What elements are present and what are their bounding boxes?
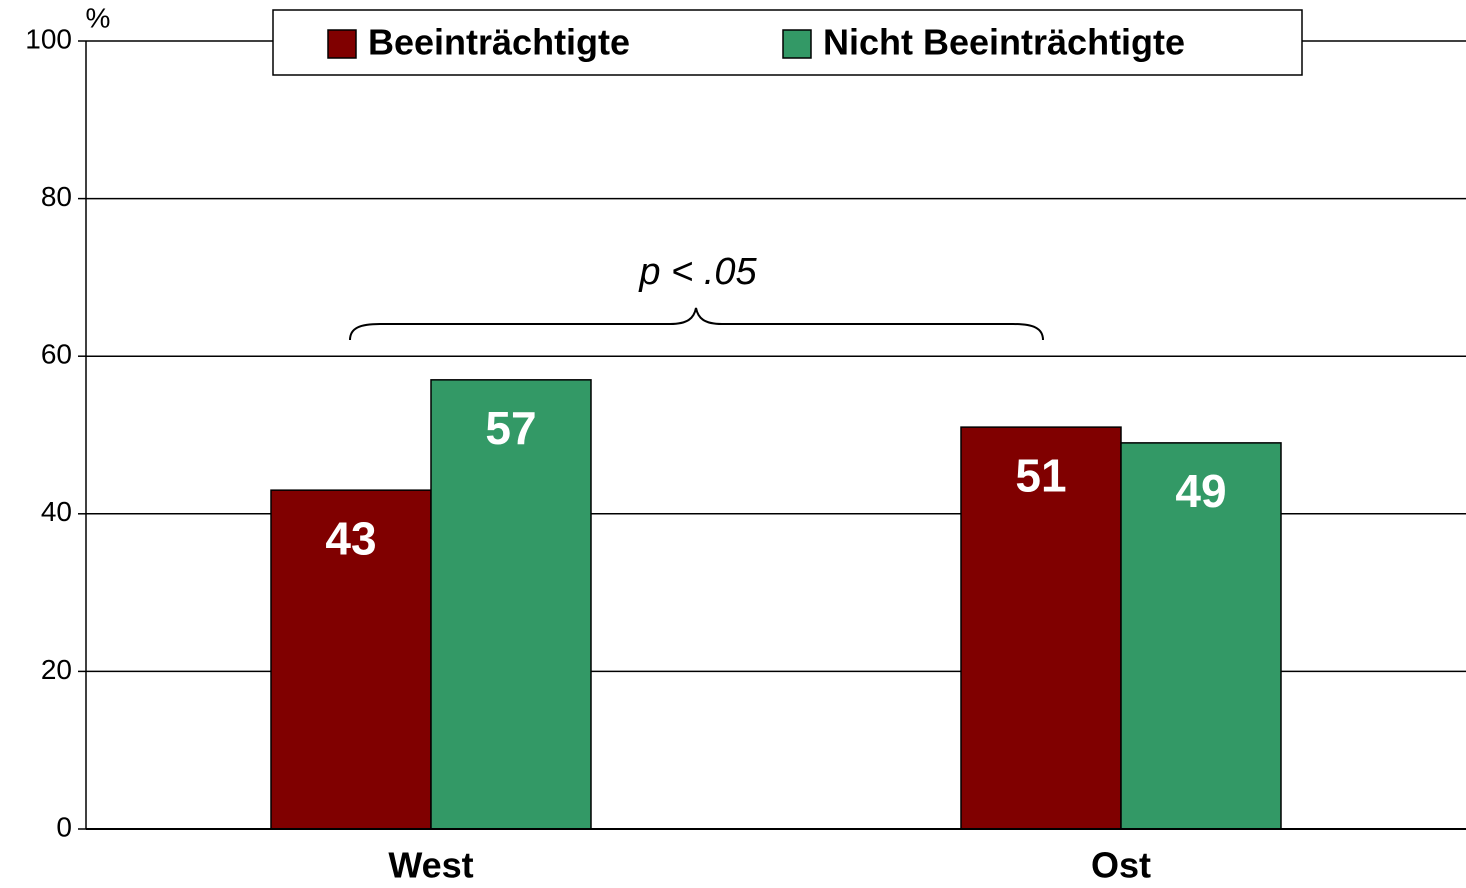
bar [960, 426, 1122, 830]
annotation: p < .05 [638, 251, 757, 293]
bar [270, 489, 432, 830]
x-tick-label: West [388, 845, 473, 886]
value-label: 49 [1175, 465, 1226, 517]
value-label: 57 [485, 402, 536, 454]
y-tick-label: 80 [41, 181, 72, 212]
legend-swatch [782, 29, 812, 59]
value-label: 51 [1015, 449, 1066, 501]
legend-label: Beeinträchtigte [368, 22, 630, 63]
bar [430, 379, 592, 830]
x-tick-label: Ost [1091, 845, 1151, 886]
brace [349, 307, 1044, 341]
legend-label: Nicht Beeinträchtigte [823, 22, 1185, 63]
y-tick-label: 20 [41, 654, 72, 685]
bar [1120, 442, 1282, 830]
y-tick-label: 0 [56, 811, 72, 842]
value-label: 43 [325, 512, 376, 564]
legend-swatch [327, 29, 357, 59]
y-tick-label: 40 [41, 496, 72, 527]
y-tick-label: 60 [41, 339, 72, 370]
y-axis-label: % [86, 2, 111, 33]
y-tick-label: 100 [25, 23, 72, 54]
